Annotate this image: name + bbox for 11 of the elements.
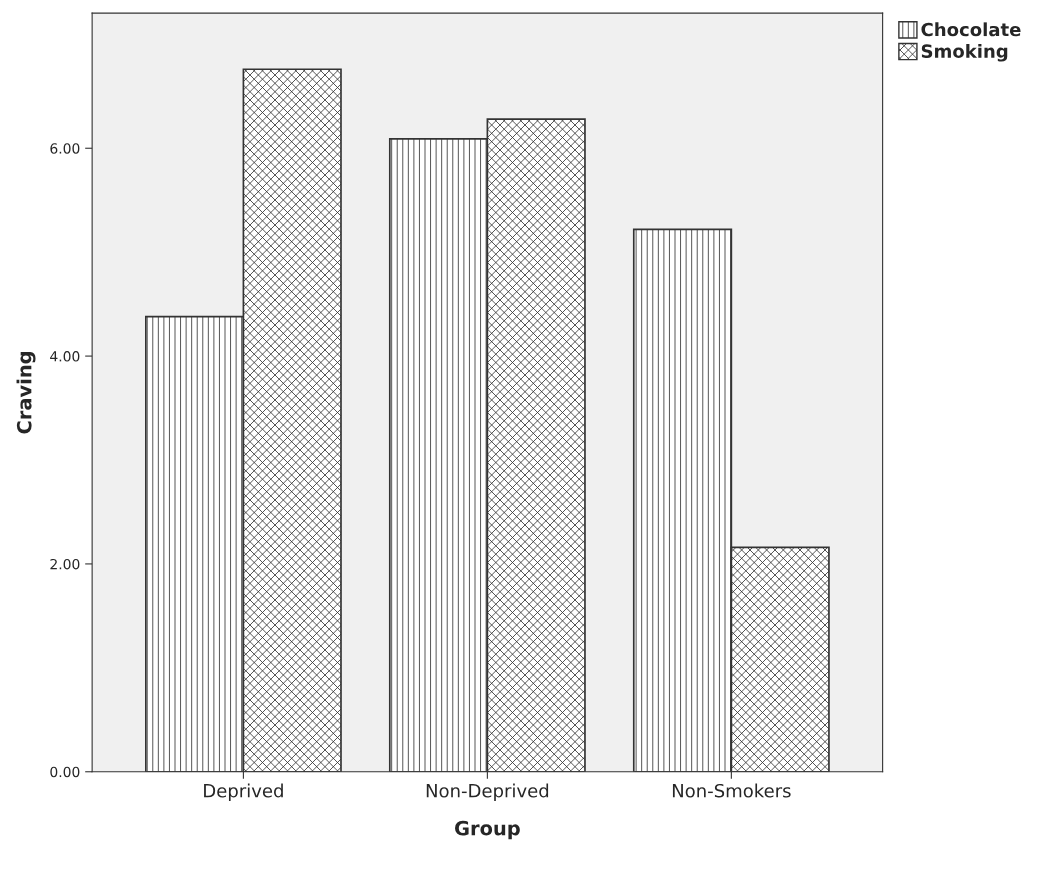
x-axis-title: Group: [455, 820, 520, 840]
y-tick-label: 0.00: [50, 766, 80, 778]
x-tick-label: Non-Smokers: [672, 783, 791, 798]
y-tick-label: 2.00: [50, 558, 80, 570]
x-tick-label: Non-Deprived: [426, 783, 549, 802]
y-tick-label: 6.00: [50, 143, 80, 154]
y-tick-label: 4.00: [50, 351, 80, 362]
legend-label: Smoking: [921, 43, 1008, 62]
legend-label: Chocolate: [921, 22, 1021, 37]
x-tick-label: Deprived: [204, 783, 283, 802]
y-axis-title: Craving: [16, 352, 36, 434]
